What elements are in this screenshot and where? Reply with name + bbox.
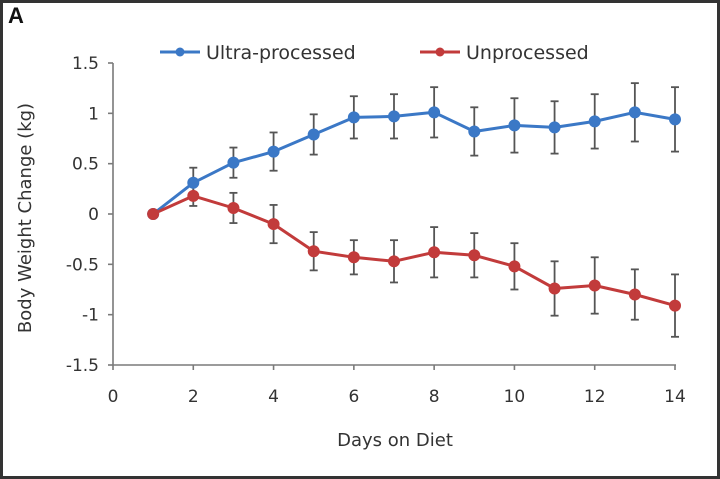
series-line-ultra-processed [152,110,676,216]
x-tick-label: 12 [584,387,606,407]
legend: Ultra-processed Unprocessed [160,42,589,64]
legend-label: Unprocessed [466,42,589,64]
y-tick-label: -1.5 [66,356,99,376]
data-point-ultra-processed [227,156,240,169]
data-point-unprocessed [187,189,200,202]
data-point-ultra-processed [669,113,681,126]
axes: 1.5 1 0.5 0 -0.5 -1 -1.5 0 2 4 6 8 10 12 14 [66,54,686,407]
panel-label: A [8,3,24,28]
data-point-unprocessed [628,288,641,301]
data-point-unprocessed [588,279,601,292]
y-tick-label: 1.5 [72,54,99,74]
y-axis-title: Body Weight Change (kg) [15,103,36,333]
x-tick-label: 10 [504,387,526,407]
data-point-unprocessed [669,299,681,312]
data-point-unprocessed [508,260,521,273]
series-points [147,106,681,312]
x-tick-label: 8 [429,387,440,407]
data-point-ultra-processed [468,125,481,138]
data-point-ultra-processed [347,111,360,124]
y-tick-label: -0.5 [66,255,99,275]
data-point-unprocessed [307,245,320,258]
data-point-unprocessed [267,218,280,231]
data-point-unprocessed [468,249,481,262]
data-point-ultra-processed [628,106,641,119]
legend-item-unprocessed: Unprocessed [420,42,589,64]
x-tick-label: 2 [188,387,199,407]
data-point-ultra-processed [187,176,200,189]
error-bars [189,82,679,338]
data-point-ultra-processed [588,115,601,128]
data-point-unprocessed [548,282,561,295]
legend-marker [175,47,185,57]
data-point-ultra-processed [388,110,400,123]
data-point-unprocessed [347,251,360,264]
y-tick-label: 0 [88,205,99,225]
y-tick-label: 1 [88,104,99,124]
data-point-unprocessed [428,246,441,259]
data-point-ultra-processed [508,119,521,132]
x-tick-label: 14 [664,387,686,407]
y-tick-label: 0.5 [72,155,99,175]
series-lines [152,110,676,308]
data-point-unprocessed [388,255,400,268]
data-point-ultra-processed [307,128,320,141]
data-point-ultra-processed [548,121,561,134]
data-point-ultra-processed [267,145,280,158]
legend-marker [435,47,445,57]
legend-item-ultra-processed: Ultra-processed [160,42,356,64]
x-axis-title: Days on Diet [337,430,453,451]
x-tick-label: 4 [268,387,279,407]
data-point-unprocessed [147,208,160,220]
x-tick-label: 0 [108,387,119,407]
data-point-unprocessed [227,201,240,214]
data-point-ultra-processed [428,106,441,119]
x-tick-label: 6 [348,387,359,407]
series-line-unprocessed [152,194,676,308]
y-tick-label: -1 [82,306,99,326]
legend-label: Ultra-processed [206,42,356,64]
